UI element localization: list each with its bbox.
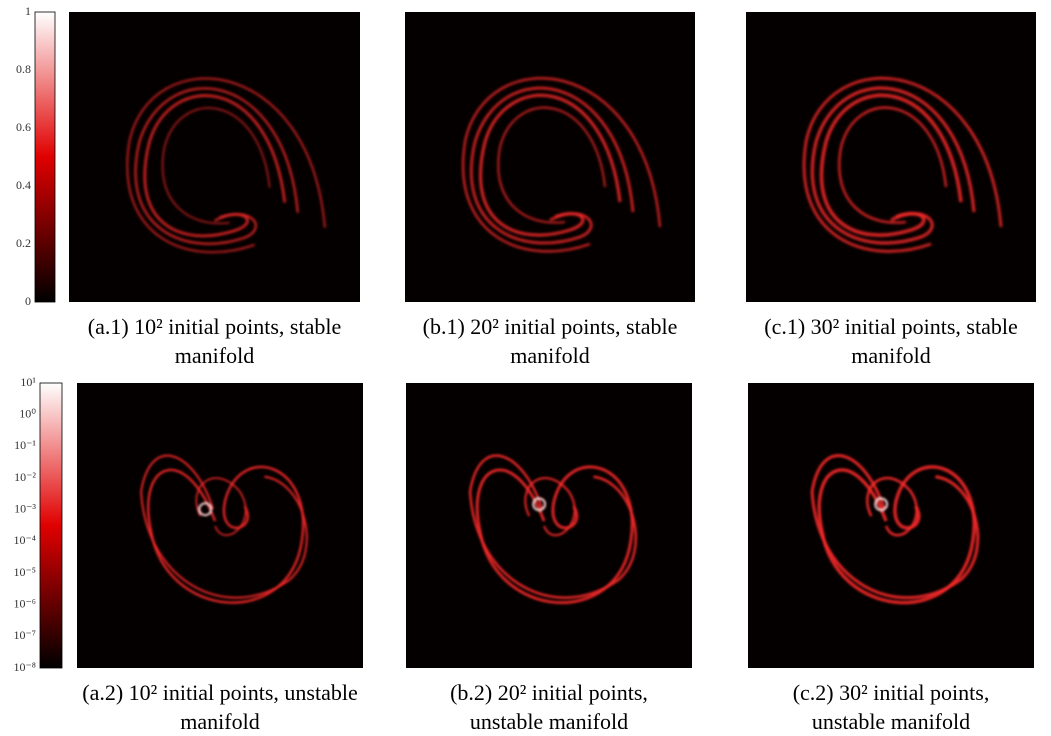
panel [405,12,695,302]
colorbar [34,11,56,303]
colorbar-tick-label: 10⁻⁸ [13,660,36,674]
panel [746,12,1036,302]
colorbar-tick-label: 1 [25,4,31,18]
colorbar-tick-label: 10⁻⁴ [13,533,36,547]
manifold-curve [865,477,918,537]
panel-caption: (b.2) 20² initial points, [450,680,648,705]
panel-image [406,383,692,668]
manifold-curve [134,87,299,245]
manifold-curve [126,77,326,253]
colorbar-tick-label: 10⁻⁶ [13,596,36,610]
manifold-curve [462,77,662,253]
panel-caption: manifold [851,343,930,368]
panel-image [405,12,695,302]
panel-image [748,383,1034,668]
colorbar-tick-label: 10⁻¹ [14,438,36,452]
panel [69,12,360,302]
panel [748,383,1034,668]
manifold [802,77,1003,253]
manifold-curve [524,477,576,537]
manifold-curve [479,93,622,237]
manifold-curve [140,454,308,599]
manifold-curve [147,465,305,604]
colorbar-tick-label: 0.4 [16,178,31,192]
colorbar-tick-label: 10⁻⁷ [13,628,36,642]
spiral-core [198,502,213,517]
manifold-curve [802,77,1003,253]
colorbar-tick-label: 10¹ [20,375,36,389]
manifold [462,77,662,253]
manifold-curve [817,465,976,605]
colorbar-tick-label: 10⁻⁵ [13,565,36,579]
colorbar [39,382,63,669]
manifold-curve [195,477,247,536]
panel [77,383,363,668]
manifold-curve [468,454,638,599]
spiral-core [532,497,547,512]
manifold [468,454,638,604]
manifold [140,454,308,604]
manifold-curve [162,107,271,225]
manifold-curve [470,86,635,245]
manifold-curve [810,454,980,600]
panel-caption: (a.2) 10² initial points, unstable [82,680,357,705]
manifold [126,77,326,253]
panel-caption: unstable manifold [470,709,628,734]
panel [406,383,692,668]
panel-caption: (c.2) 30² initial points, [793,680,990,705]
panel-image [77,383,363,668]
spiral-core [874,497,889,512]
colorbar-tick-label: 0.8 [16,62,31,76]
manifold-curve [143,94,286,238]
colorbar-tick-label: 10⁻² [14,470,36,484]
colorbar-tick-label: 10⁰ [19,406,36,420]
panel-caption: (c.1) 30² initial points, stable [764,314,1017,339]
panel-caption: manifold [180,709,259,734]
panel-caption: (a.1) 10² initial points, stable [88,314,341,339]
panel-caption: unstable manifold [812,709,970,734]
manifold-curve [810,86,976,245]
panel-caption: manifold [175,343,254,368]
manifold-curve [819,93,963,237]
manifold-curve [497,106,606,224]
colorbar-tick-label: 0.6 [16,120,31,134]
panel-image [746,12,1036,302]
manifold-curve [475,465,634,604]
panel-image [69,12,360,302]
panel-caption: (b.1) 20² initial points, stable [423,314,678,339]
colorbar-tick-label: 0.2 [16,236,31,250]
manifold-curve [838,106,948,224]
colorbar-tick-label: 10⁻³ [14,501,36,515]
panel-caption: manifold [510,343,589,368]
manifold [810,454,980,605]
colorbar-tick-label: 0 [25,294,31,308]
